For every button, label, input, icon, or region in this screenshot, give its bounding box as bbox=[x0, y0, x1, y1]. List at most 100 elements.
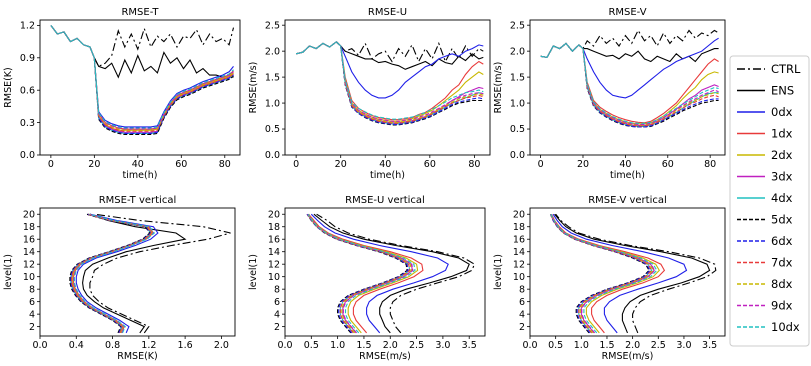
series-line-8dx bbox=[550, 213, 654, 334]
legend-label-9dx: 9dx bbox=[771, 299, 793, 313]
y-tick-label: 0.0 bbox=[510, 150, 525, 161]
legend-items: CTRL ENS 0dx 1dx 2dx 3dx 4dx 5dx 6dx 7dx 8dx 9dx 10d… bbox=[737, 62, 801, 334]
series-line-0dx bbox=[540, 37, 719, 99]
x-tick-label: 1.5 bbox=[599, 340, 614, 351]
y-axis-label: level(1) bbox=[248, 254, 259, 290]
x-tick-label: 3.5 bbox=[462, 340, 477, 351]
y-axis-label: RMSE(K) bbox=[3, 67, 14, 107]
legend-label-5dx: 5dx bbox=[771, 213, 793, 227]
x-axis-label: RMSE(m/s) bbox=[602, 351, 654, 362]
x-tick-label: 60 bbox=[662, 159, 674, 170]
x-tick-label: 1.0 bbox=[574, 340, 589, 351]
x-tick-label: 0.0 bbox=[32, 340, 47, 351]
y-tick-label: 2.0 bbox=[510, 46, 525, 57]
y-tick-label: 0.0 bbox=[265, 150, 280, 161]
y-tick-label: 12 bbox=[513, 259, 525, 270]
series-line-ENS bbox=[82, 213, 187, 334]
series-line-10dx bbox=[73, 213, 156, 334]
x-axis-label: RMSE(K) bbox=[117, 351, 157, 362]
x-axis-label: RMSE(m/s) bbox=[359, 351, 411, 362]
x-tick-label: 2.5 bbox=[651, 340, 666, 351]
y-tick-label: 16 bbox=[23, 234, 35, 245]
y-tick-label: 8 bbox=[29, 284, 35, 295]
series-line-4dx bbox=[50, 25, 234, 134]
x-axis-label: time(h) bbox=[370, 170, 405, 181]
plot-frame bbox=[39, 19, 241, 156]
x-tick-label: 40 bbox=[619, 159, 631, 170]
series-line-1dx bbox=[73, 213, 155, 334]
chart-title: RMSE-V bbox=[608, 7, 646, 18]
x-tick-label: 0.0 bbox=[522, 340, 537, 351]
legend-label-0dx: 0dx bbox=[771, 105, 793, 119]
series-line-7dx bbox=[71, 213, 153, 334]
series-line-7dx bbox=[307, 213, 411, 334]
series-line-0dx bbox=[310, 213, 449, 334]
y-tick-label: 8 bbox=[274, 284, 280, 295]
y-tick-label: 10 bbox=[268, 272, 280, 283]
y-tick-label: 2 bbox=[274, 322, 280, 333]
y-tick-label: 20 bbox=[268, 209, 280, 220]
legend-label-4dx: 4dx bbox=[771, 191, 793, 205]
chart-title: RMSE-T bbox=[121, 7, 159, 18]
chart-title: RMSE-T vertical bbox=[99, 195, 177, 206]
legend-frame bbox=[729, 55, 810, 347]
x-tick-label: 2.5 bbox=[409, 340, 424, 351]
y-tick-label: 12 bbox=[268, 259, 280, 270]
legend-label-1dx: 1dx bbox=[771, 127, 793, 141]
series-line-9dx bbox=[73, 213, 155, 334]
y-tick-label: 18 bbox=[268, 222, 280, 233]
y-axis-label: level(1) bbox=[493, 254, 504, 290]
series-line-0dx bbox=[75, 213, 159, 334]
y-tick-label: 2.5 bbox=[510, 20, 525, 31]
series-line-CTRL bbox=[50, 25, 235, 68]
series-lines bbox=[549, 213, 717, 334]
y-tick-label: 2.0 bbox=[265, 46, 280, 57]
x-tick-label: 0 bbox=[538, 159, 544, 170]
y-tick-label: 14 bbox=[513, 247, 525, 258]
x-tick-label: 20 bbox=[88, 159, 100, 170]
y-axis-label: RMSE(m/s) bbox=[493, 62, 504, 114]
series-line-5dx bbox=[306, 213, 408, 334]
legend-label-CTRL: CTRL bbox=[771, 62, 801, 76]
series-line-10dx bbox=[307, 213, 416, 334]
x-tick-label: 20 bbox=[335, 159, 347, 170]
x-tick-label: 1.5 bbox=[356, 340, 371, 351]
plot-frame bbox=[529, 207, 726, 337]
series-lines bbox=[50, 25, 235, 136]
x-tick-label: 0.0 bbox=[277, 340, 292, 351]
x-tick-label: 0 bbox=[293, 159, 299, 170]
series-line-9dx bbox=[307, 213, 414, 334]
y-tick-label: 0.3 bbox=[20, 118, 35, 129]
y-tick-label: 8 bbox=[519, 284, 525, 295]
series-line-ENS bbox=[554, 213, 711, 334]
series-line-2dx bbox=[50, 25, 234, 131]
x-tick-label: 0 bbox=[48, 159, 54, 170]
y-axis-label: level(1) bbox=[3, 254, 14, 290]
x-tick-label: 2.0 bbox=[214, 340, 229, 351]
series-lines bbox=[295, 41, 484, 126]
series-line-10dx bbox=[295, 41, 484, 120]
series-lines bbox=[540, 29, 719, 128]
chart-title: RMSE-U vertical bbox=[345, 195, 425, 206]
plot-frame bbox=[284, 19, 491, 156]
legend-label-6dx: 6dx bbox=[771, 234, 793, 248]
series-line-6dx bbox=[306, 213, 409, 334]
y-tick-label: 0.5 bbox=[510, 124, 525, 135]
chart-panel-2: 0 20 40 60 80 0.0 0.5 1.0 1.5 2.0 2.5 RMSE-U time(h)… bbox=[248, 7, 491, 181]
series-line-6dx bbox=[50, 25, 234, 134]
y-tick-label: 6 bbox=[519, 297, 525, 308]
series-line-9dx bbox=[50, 25, 234, 130]
y-tick-label: 16 bbox=[268, 234, 280, 245]
series-line-10dx bbox=[50, 25, 234, 129]
series-line-ENS bbox=[50, 25, 234, 79]
legend: CTRL ENS 0dx 1dx 2dx 3dx 4dx 5dx 6dx 7dx 8dx 9dx 10d… bbox=[729, 55, 810, 347]
x-tick-label: 0.4 bbox=[69, 340, 84, 351]
legend-label-10dx: 10dx bbox=[771, 320, 800, 334]
series-line-7dx bbox=[550, 213, 653, 334]
y-axis-label: RMSE(m/s) bbox=[248, 62, 259, 114]
y-tick-label: 20 bbox=[513, 209, 525, 220]
y-tick-label: 6 bbox=[274, 297, 280, 308]
plot-frame bbox=[39, 207, 236, 337]
